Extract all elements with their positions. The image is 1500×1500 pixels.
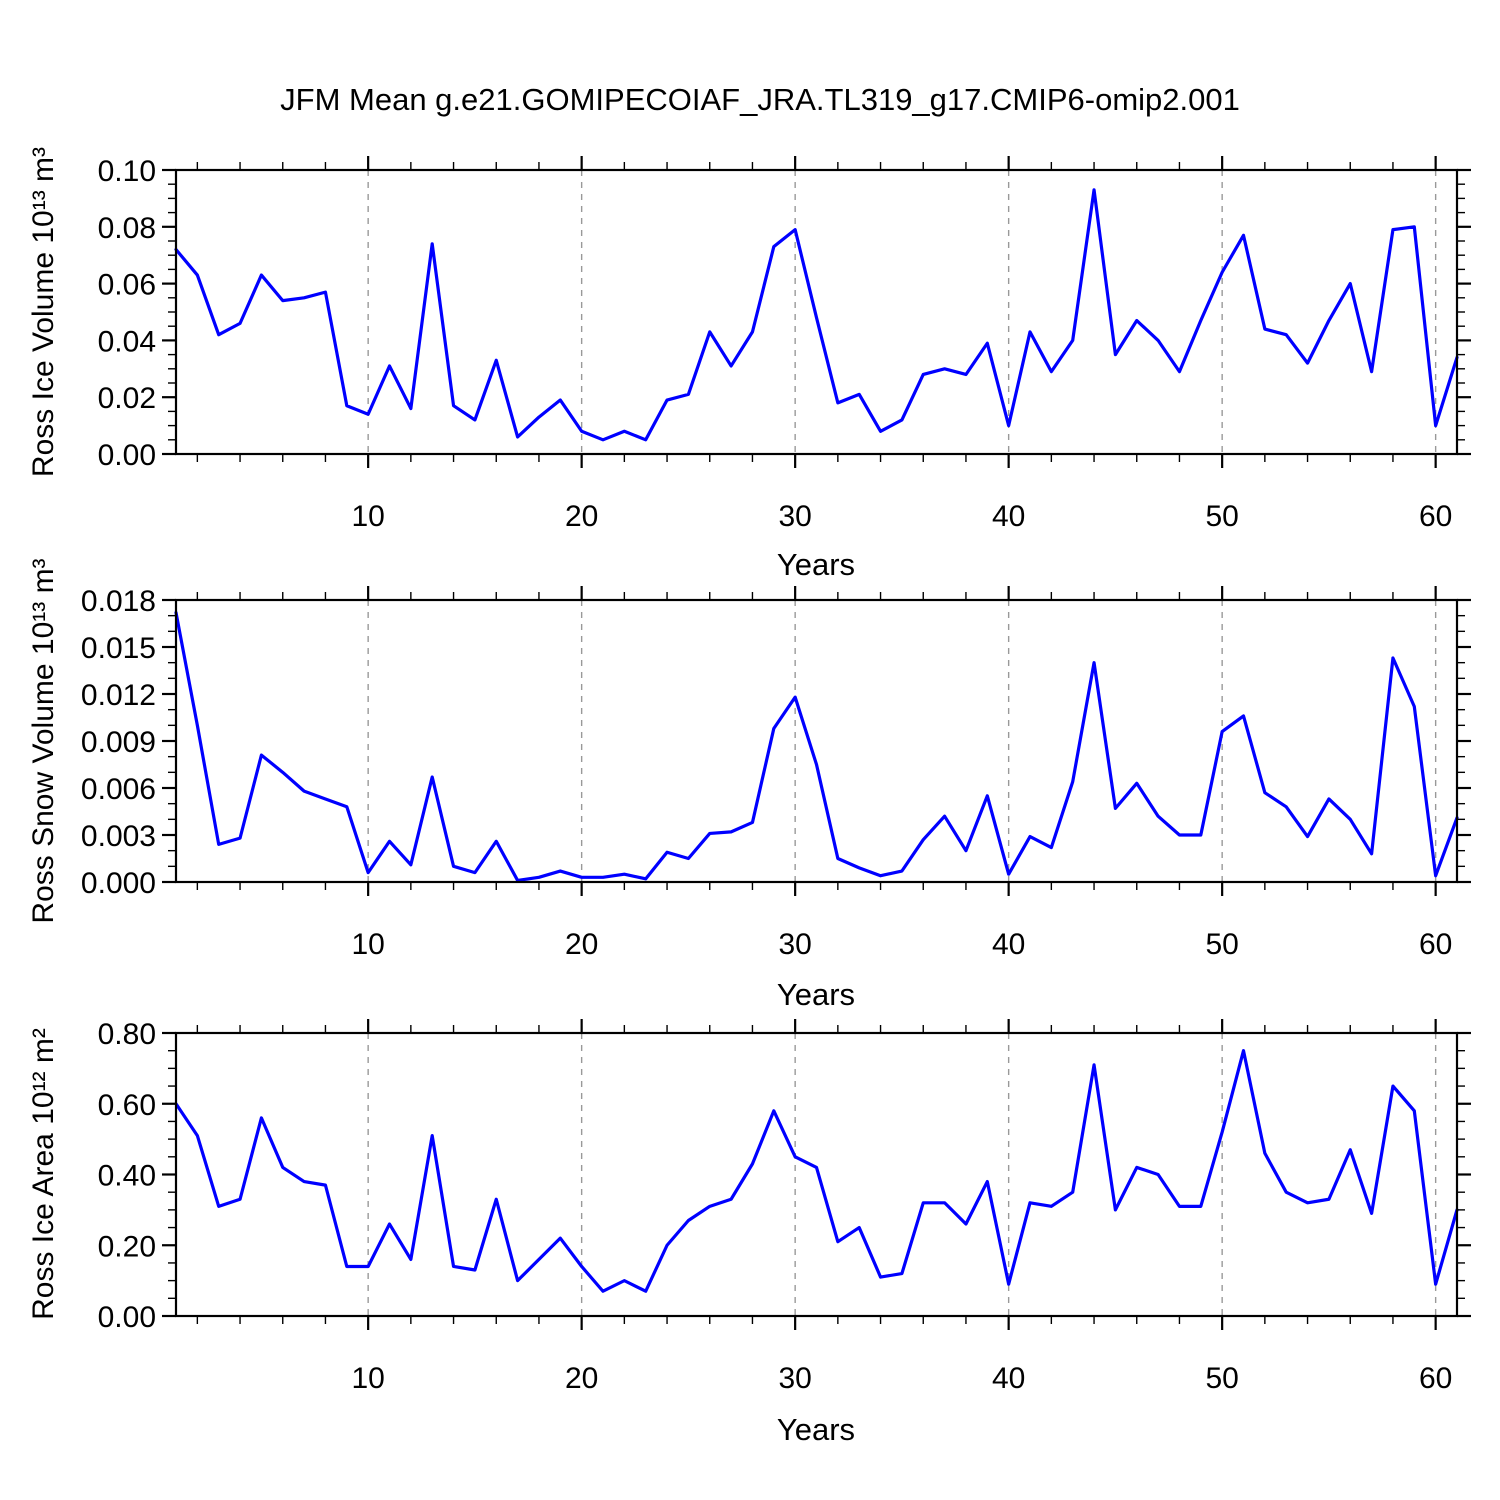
- x-tick-label: 40: [992, 1362, 1025, 1395]
- x-tick-label: 50: [1205, 1362, 1238, 1395]
- x-tick-label: 50: [1205, 928, 1238, 961]
- x-tick-label: 30: [778, 928, 811, 961]
- x-axis-label-years-panel-3: Years: [776, 1412, 856, 1447]
- x-tick-label: 60: [1419, 1362, 1452, 1395]
- y-tick-label: 0.60: [98, 1089, 156, 1122]
- x-tick-label: 10: [351, 928, 384, 961]
- y-tick-label: 0.006: [81, 773, 156, 806]
- x-tick-label: 20: [565, 500, 598, 533]
- y-tick-label: 0.40: [98, 1160, 156, 1193]
- y-tick-label: 0.000: [81, 867, 156, 900]
- y-tick-label: 0.018: [81, 585, 156, 618]
- x-axis-label-years-panel-2: Years: [776, 977, 856, 1012]
- ross-snow-volume-line: [174, 610, 1459, 883]
- x-tick-label: 10: [351, 1362, 384, 1395]
- y-tick-label: 0.02: [98, 382, 156, 415]
- y-tick-label: 0.00: [98, 439, 156, 472]
- panel-ross-ice-area: 0.00 0.20 0.40 0.60 0.80 10 20 30 40 50 60: [98, 1018, 1471, 1395]
- y-tick-label: 0.20: [98, 1230, 156, 1263]
- plot-frame: [174, 598, 1459, 884]
- y-tick-label: 0.003: [81, 820, 156, 853]
- y-tick-label: 0.80: [98, 1018, 156, 1051]
- y-tick-label: 0.04: [98, 325, 156, 358]
- x-axis-label-years-panel-1: Years: [776, 547, 856, 582]
- y-axis-label-ice-area: Ross Ice Area 10¹² m²: [27, 1028, 60, 1320]
- x-tick-label: 30: [778, 500, 811, 533]
- y-tick-label: 0.08: [98, 212, 156, 245]
- x-tick-label: 50: [1205, 500, 1238, 533]
- y-tick-label: 0.06: [98, 269, 156, 302]
- ross-ice-volume-line: [174, 188, 1459, 442]
- y-tick-label: 0.012: [81, 679, 156, 712]
- ross-ice-area-line: [174, 1049, 1459, 1293]
- y-tick-label: 0.015: [81, 632, 156, 665]
- x-tick-label: 30: [778, 1362, 811, 1395]
- x-tick-label: 20: [565, 928, 598, 961]
- figure-title: JFM Mean g.e21.GOMIPECOIAF_JRA.TL319_g17…: [280, 82, 1240, 117]
- panel-ross-ice-volume: 0.00 0.02 0.04 0.06 0.08 0.10 10 20 30 40 50 60: [98, 155, 1471, 533]
- x-tick-label: 60: [1419, 500, 1452, 533]
- x-tick-label: 40: [992, 928, 1025, 961]
- panel-ross-snow-volume: 0.000 0.003 0.006 0.009 0.012 0.015 0.018 10 20 3…: [81, 585, 1471, 961]
- x-tick-label: 60: [1419, 928, 1452, 961]
- x-tick-label: 10: [351, 500, 384, 533]
- x-tick-label: 20: [565, 1362, 598, 1395]
- y-tick-label: 0.009: [81, 726, 156, 759]
- y-tick-label: 0.00: [98, 1301, 156, 1334]
- x-tick-label: 40: [992, 500, 1025, 533]
- y-tick-label: 0.10: [98, 155, 156, 188]
